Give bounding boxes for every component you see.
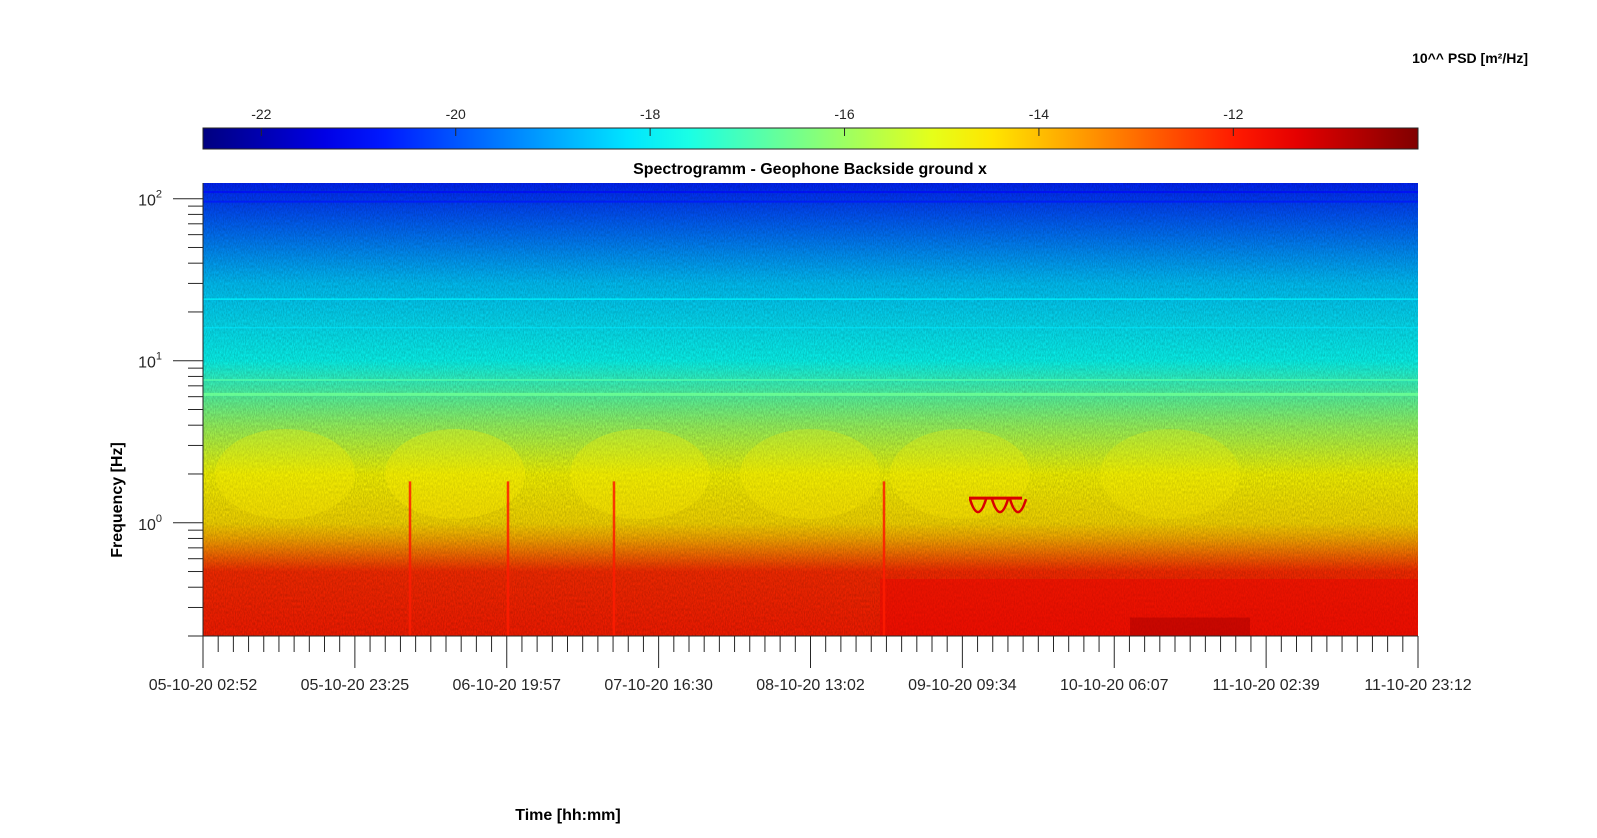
energy-patch bbox=[1100, 428, 1240, 519]
y-major-ticks: 100 101 102 bbox=[138, 189, 203, 534]
y-tick-label: 102 bbox=[138, 189, 162, 210]
x-tick-label: 06-10-20 19:57 bbox=[452, 677, 561, 694]
y-minor-ticks bbox=[188, 205, 203, 637]
energy-patch bbox=[215, 428, 355, 519]
arch-feature bbox=[990, 498, 1010, 514]
plot-area bbox=[203, 183, 1418, 636]
energy-patch bbox=[385, 428, 525, 519]
x-axis-label: Time [hh:mm] bbox=[515, 807, 620, 824]
colorbar-tick-label: -20 bbox=[446, 106, 466, 122]
arch-feature bbox=[1008, 498, 1028, 514]
colorbar-tick-label: -14 bbox=[1029, 106, 1049, 122]
x-minor-ticks bbox=[217, 636, 1404, 652]
x-tick-label: 05-10-20 23:25 bbox=[301, 677, 410, 694]
colorbar: -22 -20 -18 -16 -14 -12 10^^ PSD [m²/Hz] bbox=[202, 50, 1528, 150]
energy-patch bbox=[570, 428, 710, 519]
colorbar-tick-label: -18 bbox=[640, 106, 660, 122]
x-tick-label: 11-10-20 02:39 bbox=[1212, 677, 1319, 694]
x-tick-label: 05-10-20 02:52 bbox=[149, 677, 258, 694]
x-tick-label: 07-10-20 16:30 bbox=[604, 677, 713, 694]
chart-title: Spectrogramm - Geophone Backside ground … bbox=[633, 161, 987, 178]
colorbar-label: 10^^ PSD [m²/Hz] bbox=[1412, 50, 1528, 66]
y-axis: 100 101 102 bbox=[138, 183, 204, 637]
colorbar-gradient bbox=[202, 127, 1419, 150]
energy-patch bbox=[740, 428, 880, 519]
spectrogram-features bbox=[203, 190, 1418, 636]
y-axis-label: Frequency [Hz] bbox=[109, 442, 126, 558]
y-tick-label: 101 bbox=[138, 351, 162, 372]
x-major-ticks: 05-10-20 02:52 05-10-20 23:25 06-10-20 19:… bbox=[149, 636, 1472, 694]
peak-energy-region bbox=[1130, 617, 1250, 636]
x-tick-label: 11-10-20 23:12 bbox=[1364, 677, 1471, 694]
x-tick-label: 09-10-20 09:34 bbox=[908, 677, 1017, 694]
x-axis: 05-10-20 02:52 05-10-20 23:25 06-10-20 19:… bbox=[149, 635, 1472, 694]
arch-feature bbox=[968, 498, 988, 514]
colorbar-ticks: -22 -20 -18 -16 -14 -12 bbox=[251, 106, 1244, 136]
spectrogram-texture bbox=[203, 183, 1418, 636]
colorbar-tick-label: -12 bbox=[1223, 106, 1243, 122]
colorbar-tick-label: -22 bbox=[251, 106, 271, 122]
colorbar-tick-label: -16 bbox=[834, 106, 854, 122]
x-tick-label: 08-10-20 13:02 bbox=[756, 677, 865, 694]
y-tick-label: 100 bbox=[138, 513, 162, 534]
x-tick-label: 10-10-20 06:07 bbox=[1060, 677, 1169, 694]
energy-patch bbox=[890, 428, 1030, 519]
